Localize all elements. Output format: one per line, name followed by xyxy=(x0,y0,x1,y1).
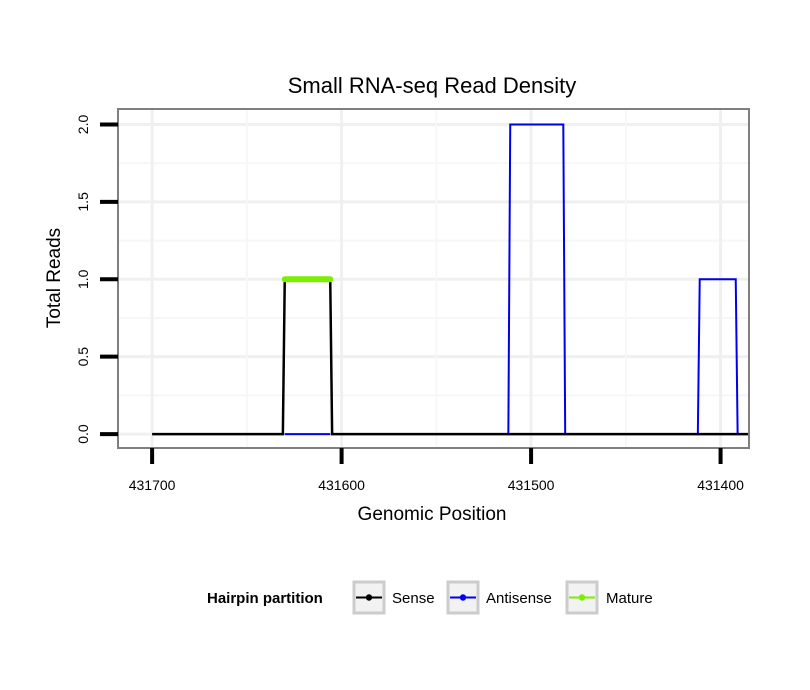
x-tick-label: 431500 xyxy=(508,477,555,493)
legend-label: Antisense xyxy=(486,590,552,607)
data-series xyxy=(152,123,749,436)
y-axis: 0.0 0.5 1.0 1.5 2.0 xyxy=(75,115,118,444)
legend: Hairpin partition Sense Antisense Mature xyxy=(207,580,653,615)
x-tick-label: 431600 xyxy=(318,477,365,493)
legend-key-point xyxy=(578,594,586,601)
legend-item-mature: Mature xyxy=(565,580,653,615)
y-axis-title: Total Reads xyxy=(44,228,65,328)
legend-item-antisense: Antisense xyxy=(446,580,552,615)
y-tick-label: 0.5 xyxy=(75,347,91,367)
x-axis-title: Genomic Position xyxy=(358,504,507,525)
x-tick-label: 431400 xyxy=(697,477,744,493)
y-tick-label: 1.5 xyxy=(75,192,91,212)
y-tick-label: 0.0 xyxy=(75,424,91,444)
x-axis: 431700 431600 431500 431400 xyxy=(129,448,744,493)
chart-title: Small RNA-seq Read Density xyxy=(288,73,577,98)
legend-key-point xyxy=(459,594,467,601)
legend-item-sense: Sense xyxy=(352,580,435,615)
legend-label: Sense xyxy=(392,590,435,607)
x-tick-label: 431700 xyxy=(129,477,176,493)
legend-label: Mature xyxy=(606,590,653,607)
legend-key-point xyxy=(365,594,373,601)
series-antisense-peak xyxy=(696,278,739,435)
y-tick-label: 2.0 xyxy=(75,115,91,135)
y-tick-label: 1.0 xyxy=(75,269,91,289)
legend-title: Hairpin partition xyxy=(207,590,323,607)
series-antisense-peak xyxy=(507,123,567,435)
